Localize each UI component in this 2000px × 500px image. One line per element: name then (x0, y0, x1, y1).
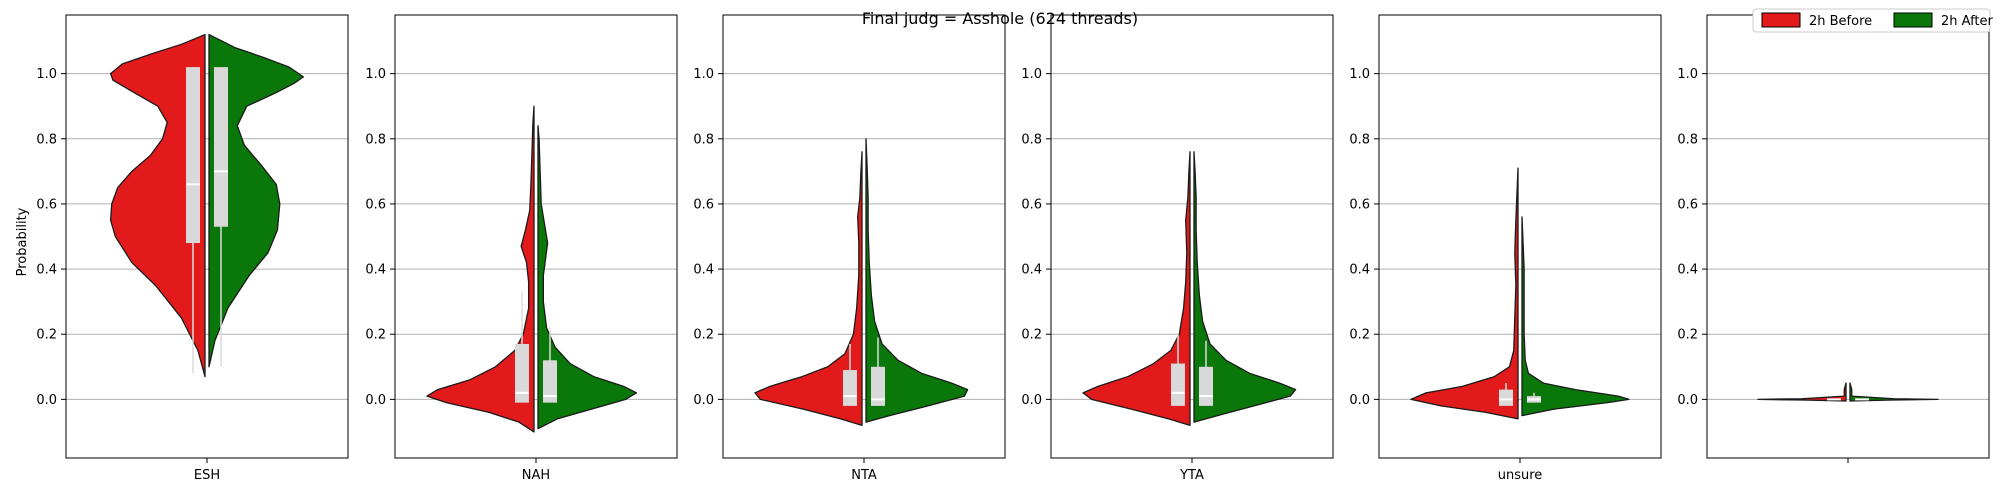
x-tick-label: unsure (1498, 468, 1543, 483)
box-after (1199, 366, 1213, 406)
legend-swatch-after (1893, 12, 1933, 28)
y-tick-label: 0.2 (36, 328, 57, 343)
box-after (543, 360, 557, 403)
y-tick-label: 0.8 (365, 132, 386, 147)
legend-label-after: 2h After (1941, 14, 1994, 29)
y-tick-label: 1.0 (36, 67, 57, 82)
x-tick-label: NAH (522, 468, 550, 483)
y-tick-label: 0.2 (1349, 328, 1370, 343)
panel-unsure: 0.0 0.2 0.4 0.6 0.8 1.0 unsure (1349, 14, 1662, 483)
y-tick-label: 0.8 (1349, 132, 1370, 147)
y-tick-label: 0.0 (1349, 393, 1370, 408)
box-before (186, 67, 200, 244)
chart-title: Final judg = Asshole (624 threads) (862, 9, 1138, 28)
x-tick-label: NTA (851, 468, 877, 483)
box-before (1499, 389, 1513, 406)
y-tick-label: 1.0 (365, 67, 386, 82)
y-tick-label: 0.4 (365, 263, 386, 278)
y-tick-label: 0.2 (1677, 328, 1698, 343)
box-after (871, 366, 885, 406)
box-after (214, 67, 228, 227)
box-before (843, 370, 857, 406)
panel-NTA: 0.0 0.2 0.4 0.6 0.8 1.0 NTA (693, 14, 1006, 483)
y-tick-label: 1.0 (1021, 67, 1042, 82)
y-tick-label: 0.0 (693, 393, 714, 408)
box-before (515, 343, 529, 403)
y-tick-label: 0.8 (1021, 132, 1042, 147)
y-tick-label: 0.8 (693, 132, 714, 147)
y-tick-label: 0.2 (693, 328, 714, 343)
legend-swatch-before (1761, 12, 1801, 28)
panel-NAH: 0.0 0.2 0.4 0.6 0.8 1.0 NAH (365, 14, 678, 483)
y-tick-label: 0.6 (1677, 197, 1698, 212)
y-tick-label: 0.4 (1349, 263, 1370, 278)
y-tick-label: 0.8 (36, 132, 57, 147)
panels-group: 0.0 0.2 0.4 0.6 0.8 1.0 ESH 0.0 0.2 0.4 0.6 0.8 1.0 N… (36, 14, 1990, 483)
y-tick-label: 0.0 (365, 393, 386, 408)
violin-after (1521, 216, 1630, 417)
panel-ESH: 0.0 0.2 0.4 0.6 0.8 1.0 ESH (36, 14, 349, 483)
y-tick-label: 0.4 (36, 263, 57, 278)
y-tick-label: 1.0 (1677, 67, 1698, 82)
y-tick-label: 0.0 (36, 393, 57, 408)
y-tick-label: 0.6 (365, 197, 386, 212)
x-tick-label: ESH (194, 468, 220, 483)
y-tick-label: 0.6 (1349, 197, 1370, 212)
y-tick-label: 0.4 (693, 263, 714, 278)
y-tick-label: 0.6 (36, 197, 57, 212)
legend: 2h Before 2h After (1752, 8, 1994, 33)
y-axis-label: Probability (15, 207, 30, 276)
panel-YTA: 0.0 0.2 0.4 0.6 0.8 1.0 YTA (1021, 14, 1334, 483)
y-tick-label: 0.2 (1021, 328, 1042, 343)
violin-after (1193, 151, 1297, 423)
y-tick-label: 0.8 (1677, 132, 1698, 147)
y-tick-label: 0.4 (1677, 263, 1698, 278)
violin-after (208, 33, 305, 368)
y-tick-label: 0.0 (1677, 393, 1698, 408)
y-tick-label: 0.6 (693, 197, 714, 212)
violin-before (109, 33, 206, 378)
panel-blank: 0.0 0.2 0.4 0.6 0.8 1.0 (1677, 14, 1990, 463)
y-tick-label: 1.0 (693, 67, 714, 82)
box-before (1171, 363, 1185, 406)
y-tick-label: 0.4 (1021, 263, 1042, 278)
y-tick-label: 0.0 (1021, 393, 1042, 408)
y-tick-label: 0.6 (1021, 197, 1042, 212)
legend-label-before: 2h Before (1809, 14, 1872, 29)
y-tick-label: 1.0 (1349, 67, 1370, 82)
x-tick-label: YTA (1179, 468, 1204, 483)
y-tick-label: 0.2 (365, 328, 386, 343)
violin-before (1082, 151, 1191, 427)
